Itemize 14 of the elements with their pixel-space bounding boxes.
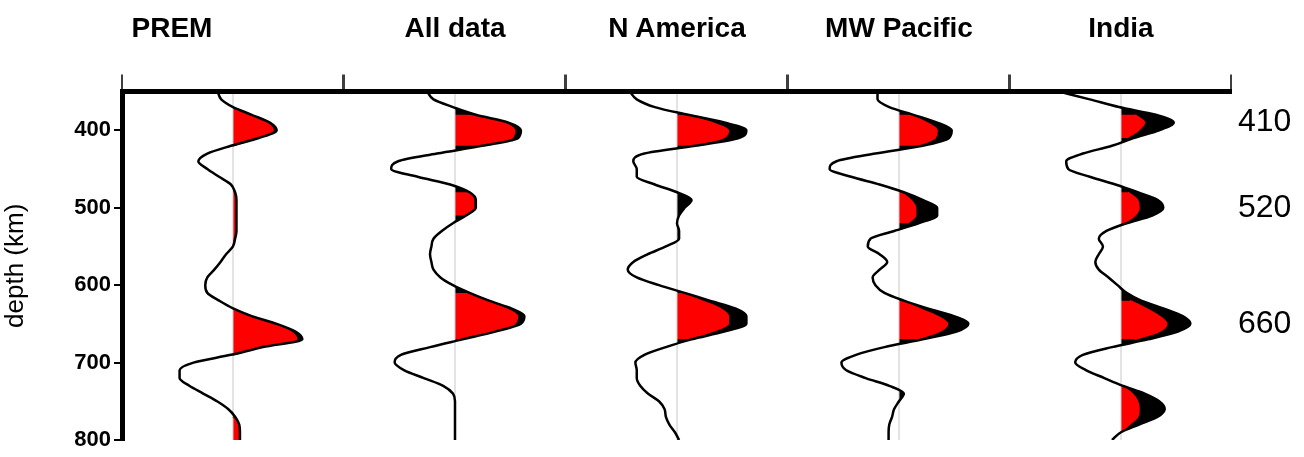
- chart-title: N America: [608, 11, 747, 43]
- text: 660: [1238, 303, 1292, 340]
- y-tick-label: 600: [74, 271, 111, 297]
- text: 520: [1238, 187, 1292, 224]
- chart-title: PREM: [131, 11, 213, 43]
- y-tick-label: 500: [74, 193, 111, 219]
- chart-title: MW Pacific: [825, 11, 973, 43]
- y-tick-label: 800: [74, 426, 111, 452]
- chart-title: All data: [404, 11, 506, 43]
- y-tick-label: 400: [74, 116, 111, 142]
- text: 410: [1238, 102, 1292, 139]
- y-tick-label: 700: [74, 348, 111, 374]
- chart-title: India: [1088, 11, 1155, 43]
- y-axis-title: depth (km): [0, 203, 29, 328]
